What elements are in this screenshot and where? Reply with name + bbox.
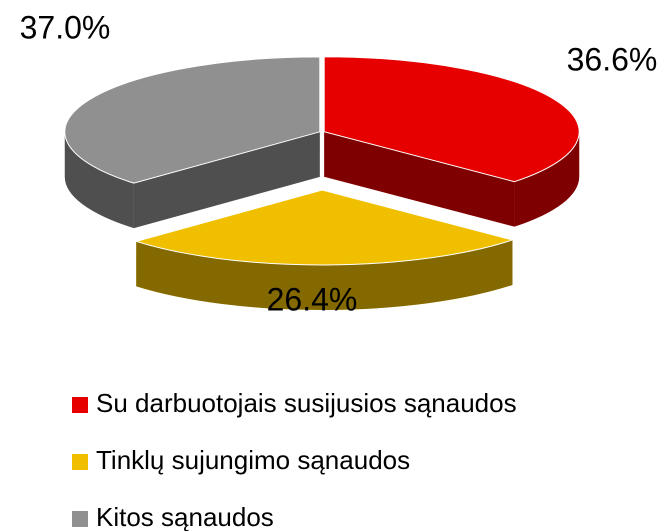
slice-side: [136, 239, 513, 310]
slice-top: [134, 189, 515, 266]
slice-side: [133, 131, 320, 229]
slice-top: [323, 56, 580, 183]
legend-label: Kitos sąnaudos: [96, 502, 274, 531]
legend-label: Su darbuotojais susijusios sąnaudos: [96, 388, 517, 418]
slice-side: [514, 131, 580, 227]
slice-shade: [514, 131, 580, 227]
slice-shade: [133, 131, 320, 229]
slice-top: [64, 56, 321, 184]
slice: [323, 56, 580, 227]
legend-swatch: [72, 397, 88, 413]
slice-shade: [136, 239, 513, 310]
slice-shade: [324, 131, 515, 227]
value-label: 26.4%: [267, 281, 358, 317]
slice: [64, 56, 321, 229]
slice: [134, 189, 515, 310]
value-label: 37.0%: [20, 9, 111, 45]
value-label: 36.6%: [567, 41, 658, 77]
slice-side: [324, 131, 515, 227]
legend-swatch: [72, 454, 88, 470]
slice-shade: [64, 131, 134, 229]
legend-label: Tinklų sujungimo sąnaudos: [96, 445, 410, 475]
slice-side: [64, 131, 134, 229]
legend-swatch: [72, 511, 88, 527]
